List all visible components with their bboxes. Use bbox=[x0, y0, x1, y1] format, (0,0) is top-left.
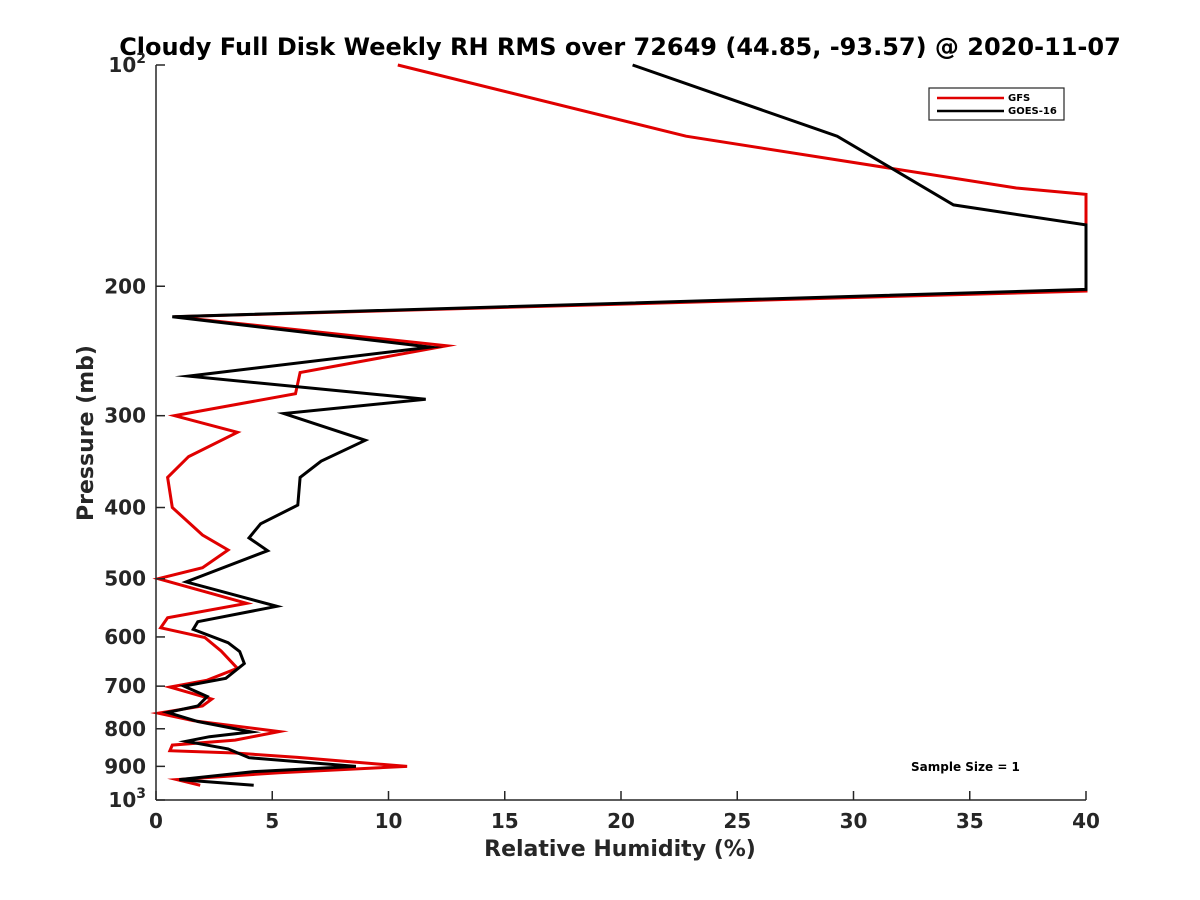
legend-label-goes16: GOES-16 bbox=[1008, 106, 1057, 117]
x-tick-label: 40 bbox=[1072, 809, 1100, 833]
legend-box bbox=[928, 87, 1065, 121]
y-axis-label: Pressure (mb) bbox=[74, 345, 99, 521]
y-tick-label: 600 bbox=[104, 625, 146, 649]
x-tick-label: 15 bbox=[491, 809, 519, 833]
x-axis-ticks: 0 5 10 15 20 25 30 35 40 bbox=[149, 791, 1100, 833]
y-tick-label: 800 bbox=[104, 717, 146, 741]
x-tick-label: 30 bbox=[840, 809, 868, 833]
y-tick-label: 200 bbox=[104, 274, 146, 298]
x-tick-label: 20 bbox=[607, 809, 635, 833]
x-tick-label: 35 bbox=[956, 809, 984, 833]
series-line-goes16 bbox=[161, 63, 1088, 787]
sample-size-annotation: Sample Size = 1 bbox=[911, 760, 1020, 774]
y-tick-label: 103 bbox=[108, 786, 146, 812]
x-tick-label: 10 bbox=[375, 809, 403, 833]
axes-layer bbox=[155, 65, 1086, 801]
series-layer bbox=[150, 63, 1088, 787]
x-tick-label: 25 bbox=[723, 809, 751, 833]
plot-area: 0 5 10 15 20 25 30 35 40 102 200 300 400 500 600 700 80… bbox=[104, 51, 1100, 833]
y-axis-ticks: 102 200 300 400 500 600 700 800 900 103 bbox=[104, 51, 165, 812]
x-tick-label: 0 bbox=[149, 809, 163, 833]
x-tick-label: 5 bbox=[265, 809, 279, 833]
y-tick-label: 102 bbox=[108, 51, 146, 77]
y-tick-label: 900 bbox=[104, 754, 146, 778]
y-tick-label: 400 bbox=[104, 496, 146, 520]
x-axis-label: Relative Humidity (%) bbox=[484, 837, 756, 862]
legend-label-gfs: GFS bbox=[1008, 93, 1030, 104]
y-tick-label: 300 bbox=[104, 404, 146, 428]
y-tick-label: 500 bbox=[104, 567, 146, 591]
legend: GFS GOES-16 bbox=[928, 87, 1065, 121]
series-line-gfs bbox=[150, 63, 1088, 787]
chart-title: Cloudy Full Disk Weekly RH RMS over 7264… bbox=[119, 33, 1121, 61]
y-tick-label: 700 bbox=[104, 674, 146, 698]
